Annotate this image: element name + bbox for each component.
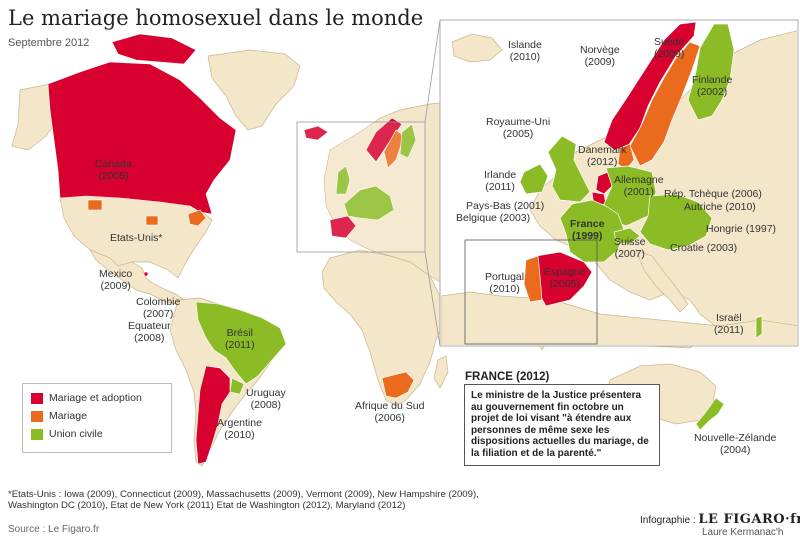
western-europe-world-shape (343, 185, 395, 221)
zoom-line-top (424, 19, 441, 123)
germany-shape (603, 165, 657, 227)
new-england-shape (187, 209, 207, 227)
label-autriche: Autriche (2010) (684, 201, 756, 213)
label-islande: Islande (2010) (508, 39, 542, 63)
mexico-city-dot (143, 271, 149, 277)
page-subtitle: Septembre 2012 (8, 37, 90, 49)
canada-arctic-shape (111, 33, 197, 65)
netherlands-shape (595, 171, 613, 195)
iceland-world-shape (303, 125, 329, 141)
label-finlande: Finlande (2002) (692, 74, 733, 98)
label-espagne: Espagne (2005) (544, 266, 586, 290)
iberia-world-shape (329, 215, 357, 239)
france-note-text: Le ministre de la Justice présentera au … (464, 384, 660, 466)
label-etats-unis: Etats-Unis* (110, 232, 163, 244)
sweden-shape (629, 41, 701, 167)
argentina-shape (195, 365, 231, 465)
legend-swatch-green (31, 428, 43, 440)
credit-prefix: Infographie : (640, 515, 696, 526)
label-equateur: Equateur (2008) (128, 320, 171, 344)
scandinavia-world-shape (365, 117, 403, 163)
legend-swatch-red (31, 392, 43, 404)
label-colombie: Colombie (2007) (136, 296, 181, 320)
legend-item-union-civile: Union civile (31, 428, 163, 440)
legend-swatch-orange (31, 410, 43, 422)
label-nouvelle-zelande: Nouvelle-Zélande (2004) (694, 432, 777, 456)
label-pays-bas: Pays-Bas (2001) (466, 200, 545, 212)
label-mexico: Mexico (2009) (99, 268, 133, 292)
label-hongrie: Hongrie (1997) (706, 223, 777, 235)
legend-label: Union civile (49, 428, 103, 440)
iberia-callout-box (464, 239, 598, 345)
legend-label: Mariage (49, 410, 87, 422)
uk-world-shape (335, 165, 351, 195)
label-israel: Israël (2011) (714, 312, 744, 336)
portugal-shape (523, 255, 543, 303)
label-danemark: Danemark (2012) (578, 144, 627, 168)
legend-item-mariage: Mariage (31, 410, 163, 422)
south-africa-shape (381, 371, 415, 399)
denmark-shape (617, 143, 635, 171)
zoom-line-bottom (424, 251, 441, 347)
inset-italy-land (635, 249, 689, 313)
finland-world-shape (399, 123, 417, 159)
africa-shape (321, 249, 447, 407)
label-royaume-uni: Royaume-Uni (2005) (486, 116, 551, 140)
ireland-shape (519, 163, 549, 195)
label-croatie: Croatie (2003) (670, 242, 738, 254)
label-norvege: Norvège (2009) (580, 44, 620, 68)
source-text: Source : Le Figaro.fr (8, 524, 100, 535)
le-figaro-suffix: ·fr (785, 512, 800, 527)
finland-shape (687, 23, 735, 121)
uk-shape (547, 135, 591, 203)
label-argentine: Argentine (2010) (217, 417, 262, 441)
le-figaro-logo: LE FIGARO (698, 512, 786, 527)
label-suede: Suède (2009) (654, 36, 685, 60)
label-suisse: Suisse (2007) (614, 236, 646, 260)
canada-shape (47, 61, 237, 215)
page-title: Le mariage homosexuel dans le monde (8, 6, 424, 30)
iceland-shape (451, 33, 503, 63)
greenland-shape (207, 49, 301, 131)
usa-footnote: *Etats-Unis : Iowa (2009), Connecticut (… (8, 489, 479, 511)
madagascar-shape (433, 355, 449, 389)
zoom-indicator (296, 19, 441, 347)
label-france: France (1999) (570, 218, 605, 242)
iowa-shape (145, 215, 159, 226)
label-bresil: Brésil (2011) (225, 327, 255, 351)
uruguay-shape (229, 377, 245, 395)
label-portugal: Portugal (2010) (485, 271, 525, 295)
new-zealand-shape (695, 397, 725, 431)
legend: Mariage et adoption Mariage Union civile (22, 383, 172, 453)
france-shape (559, 199, 625, 263)
sweden-world-shape (383, 129, 405, 169)
label-allemagne: Allemagne (2001) (614, 174, 664, 198)
central-europe-shape (639, 193, 713, 251)
israel-shape (755, 315, 763, 339)
label-canada: Canada (2005) (95, 158, 132, 182)
mexico-shape (89, 249, 185, 305)
washington-state-shape (87, 199, 103, 211)
europe-inset (439, 19, 799, 347)
label-uruguay: Uruguay (2008) (246, 387, 286, 411)
switzerland-shape (613, 227, 641, 245)
inset-africa-land (441, 291, 797, 345)
author: Laure Kermanac'h (702, 527, 784, 538)
label-irlande: Irlande (2011) (484, 169, 517, 193)
zoom-source-rect (296, 121, 426, 253)
colored-countries (47, 33, 725, 465)
credit: Infographie : LE FIGARO·fr (640, 512, 800, 527)
label-belgique: Belgique (2003) (456, 212, 531, 224)
label-rep-tcheque: Rép. Tchèque (2006) (664, 188, 762, 200)
norway-shape (603, 21, 697, 151)
legend-label: Mariage et adoption (49, 392, 142, 404)
label-afrique-du-sud: Afrique du Sud (2006) (355, 400, 425, 424)
brazil-shape (195, 301, 287, 385)
legend-item-mariage-adoption: Mariage et adoption (31, 392, 163, 404)
france-note-heading: FRANCE (2012) (465, 371, 550, 383)
